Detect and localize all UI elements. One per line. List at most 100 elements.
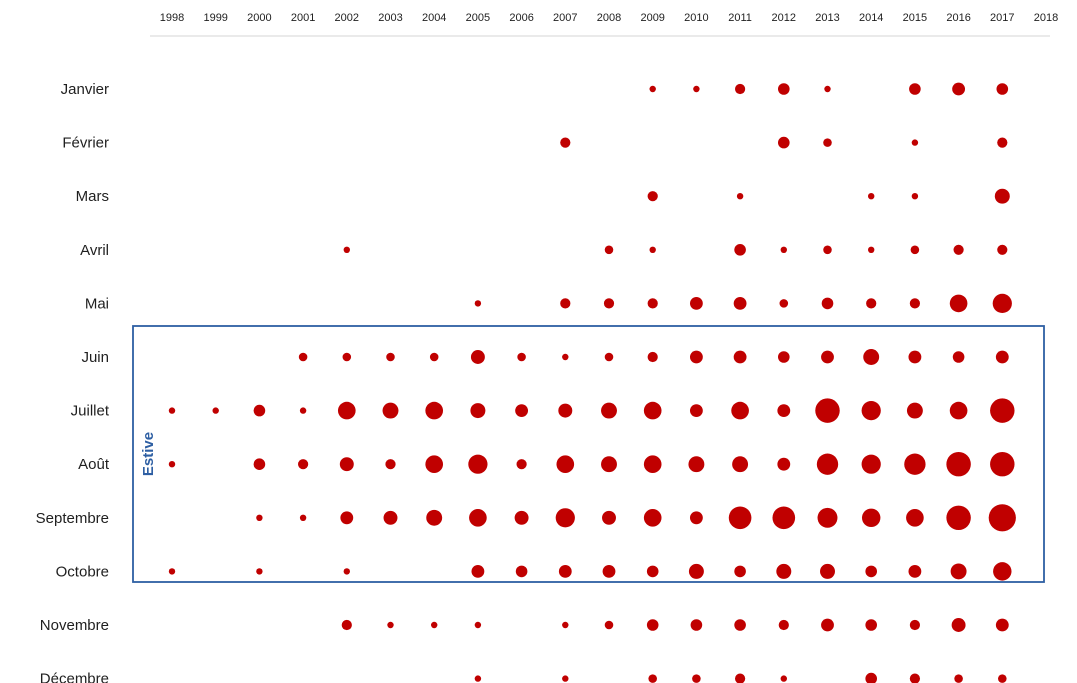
bubble-Septembre-2011: [728, 506, 752, 530]
bubble-Mars-2011: [736, 193, 744, 200]
bubble-Octobre-2008: [602, 564, 616, 578]
bubble-Mai-2012: [779, 299, 789, 308]
bubble-Juillet-2013: [815, 398, 840, 423]
x-tick-2000: 2000: [247, 12, 271, 24]
bubble-Septembre-2005: [469, 508, 487, 527]
bubble-Novembre-2008: [604, 620, 614, 630]
bubble-Septembre-2002: [340, 511, 354, 525]
bubble-Mai-2013: [821, 297, 834, 310]
estive-region-box: [132, 325, 1045, 583]
bubble-Novembre-2014: [865, 619, 877, 631]
bubble-Octobre-2000: [256, 568, 263, 575]
bubble-Décembre-2012: [780, 675, 787, 682]
bubble-Juillet-2016: [949, 401, 968, 420]
bubble-Janvier-2011: [735, 83, 746, 95]
y-tick-0: Janvier: [61, 81, 109, 98]
bubble-Octobre-2002: [343, 568, 350, 575]
bubble-Juillet-2002: [337, 401, 356, 420]
bubble-Février-2015: [911, 139, 919, 146]
bubble-Juillet-2001: [299, 407, 307, 414]
bubble-Août-2009: [643, 455, 662, 474]
bubble-Avril-2017: [997, 244, 1008, 255]
bubble-Avril-2014: [868, 246, 875, 253]
bubble-marks: [168, 82, 1016, 683]
bubble-Septembre-2007: [555, 508, 575, 528]
x-tick-2002: 2002: [335, 12, 359, 24]
bubble-Juin-2004: [429, 352, 439, 362]
bubble-Octobre-2014: [865, 565, 877, 578]
bubble-Juin-2017: [995, 350, 1009, 364]
bubble-Juillet-2004: [425, 401, 444, 420]
bubble-Août-2005: [468, 454, 488, 474]
bubble-Janvier-2013: [824, 85, 831, 93]
bubble-Décembre-2014: [865, 672, 877, 683]
bubble-Août-2012: [777, 457, 791, 471]
bubble-Novembre-2013: [821, 618, 834, 632]
bubble-Février-2017: [997, 137, 1008, 148]
bubble-Juin-2015: [908, 350, 922, 364]
bubble-Novembre-2017: [995, 618, 1009, 632]
bubble-Mai-2016: [949, 294, 968, 313]
bubble-Août-2017: [990, 451, 1015, 477]
bubble-Octobre-2006: [515, 565, 528, 578]
y-tick-labels: Janvier Février Mars Avril Mai Juin Juillet Aoû…: [36, 81, 110, 683]
y-tick-4: Mai: [85, 295, 109, 312]
bubble-Octobre-2007: [558, 564, 572, 578]
bubble-Mai-2007: [560, 298, 571, 309]
bubble-Août-1998: [168, 461, 176, 468]
bubble-Avril-2008: [604, 245, 614, 255]
bubble-Avril-2009: [649, 246, 656, 253]
bubble-Novembre-2009: [646, 619, 659, 631]
bubble-Septembre-2008: [602, 510, 616, 525]
x-tick-2001: 2001: [291, 12, 315, 24]
bubble-Octobre-2015: [908, 564, 922, 578]
bubble-Juillet-2008: [601, 402, 617, 419]
x-tick-2011: 2011: [728, 12, 752, 24]
bubble-Janvier-2015: [909, 83, 921, 95]
bubble-Mars-2017: [994, 188, 1010, 204]
bubble-Mai-2011: [733, 296, 747, 310]
bubble-Décembre-2007: [562, 675, 569, 682]
x-tick-2009: 2009: [640, 12, 664, 24]
bubble-Septembre-2014: [861, 508, 881, 528]
bubble-Mars-2015: [911, 193, 919, 200]
bubble-Juillet-1998: [168, 407, 176, 414]
bubble-Mai-2008: [603, 298, 615, 309]
bubble-Juillet-2007: [558, 403, 573, 418]
bubble-Juin-2013: [821, 350, 834, 364]
x-tick-2007: 2007: [553, 12, 577, 24]
bubble-Mai-2014: [866, 298, 877, 309]
bubble-Janvier-2010: [693, 85, 700, 93]
bubble-Juillet-2003: [382, 402, 399, 419]
bubble-Septembre-2006: [514, 510, 529, 525]
bubble-Novembre-2002: [341, 619, 352, 631]
bubble-Septembre-2012: [772, 506, 796, 530]
bubble-Avril-2016: [953, 244, 964, 255]
bubble-Octobre-2016: [950, 563, 967, 580]
bubble-Septembre-2013: [817, 507, 838, 528]
bubble-Septembre-2010: [689, 511, 703, 525]
bubble-Octobre-2009: [646, 565, 659, 578]
bubble-Septembre-2001: [299, 514, 307, 521]
bubble-Juillet-2015: [906, 402, 923, 419]
bubble-Novembre-2016: [951, 618, 966, 632]
bubble-Mai-2005: [474, 300, 482, 307]
bubble-Juillet-2005: [470, 403, 486, 419]
bubble-Juin-2008: [604, 352, 614, 362]
x-tick-1999: 1999: [203, 12, 227, 24]
bubble-Avril-2013: [823, 245, 832, 255]
bubble-Mai-2017: [992, 293, 1012, 314]
bubble-Juin-2014: [863, 349, 880, 365]
bubble-Juillet-2012: [777, 404, 791, 418]
bubble-Janvier-2012: [778, 83, 790, 95]
y-tick-8: Septembre: [36, 510, 109, 527]
y-tick-7: Août: [78, 456, 110, 473]
bubble-Août-2006: [516, 459, 527, 470]
bubble-Janvier-2009: [649, 85, 656, 93]
bubble-Mai-2010: [689, 296, 703, 310]
bubble-Novembre-2010: [690, 619, 703, 631]
bubble-Décembre-2009: [648, 674, 657, 683]
bubble-Juin-2006: [517, 352, 526, 362]
bubble-Avril-2012: [780, 246, 787, 253]
